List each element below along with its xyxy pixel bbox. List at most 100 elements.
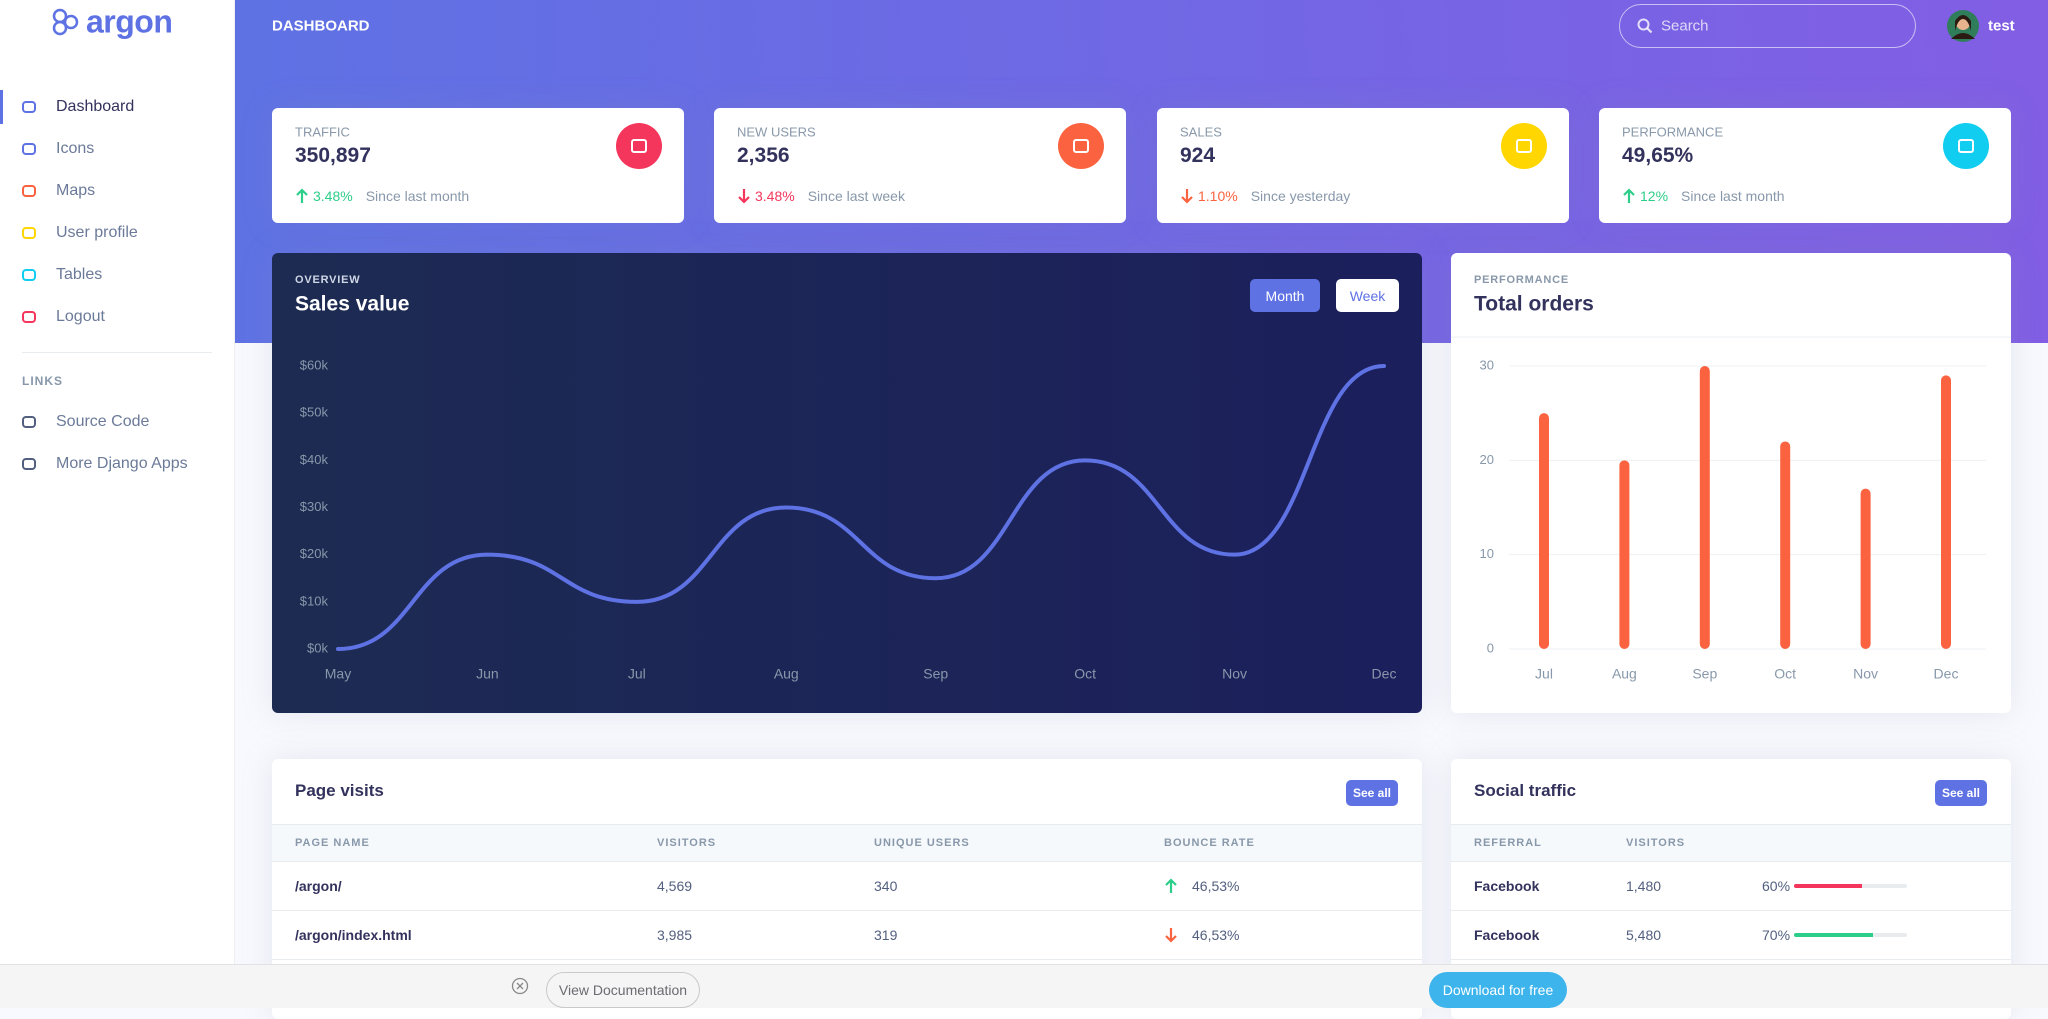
stat-footer: 3.48% Since last month	[295, 188, 469, 204]
nav-item[interactable]: User profile	[0, 213, 234, 253]
nav-icon	[22, 416, 36, 428]
percent-label: 60%	[1762, 878, 1791, 894]
icon-shape	[22, 269, 36, 281]
sales-chart: OVERVIEW Sales value $0k $10k $20k $30k $40k $5…	[295, 274, 1396, 682]
column-header: VISITORS	[1626, 837, 1686, 849]
nav-label: Tables	[56, 266, 103, 283]
download-button[interactable]: Download for free	[1429, 972, 1567, 1008]
stat-since: Since last month	[365, 188, 470, 204]
stat-footer: 1.10% Since yesterday	[1180, 188, 1350, 204]
chart-title: Sales value	[295, 293, 409, 316]
stat-footer: 12% Since last month	[1622, 188, 1785, 204]
y-tick-label: 10	[1480, 546, 1494, 561]
stat-value: 2,356	[737, 144, 790, 167]
see-all-button[interactable]: See all	[1346, 780, 1398, 806]
column-header: REFERRAL	[1474, 837, 1542, 849]
stat-since: Since last month	[1681, 188, 1785, 204]
table-cell: Facebook	[1474, 927, 1540, 943]
toggle-button[interactable]: Month	[1250, 279, 1320, 312]
table-cell: 3,985	[657, 927, 693, 943]
x-tick-label: Aug	[774, 666, 799, 682]
table-cell: /argon/index.html	[295, 927, 412, 943]
progress-track	[1794, 933, 1907, 937]
stat-change: 12%	[1640, 188, 1669, 204]
glyph-shape	[1073, 139, 1089, 153]
search-placeholder: Search	[1661, 17, 1709, 35]
table-cell: 46,53%	[1192, 927, 1240, 943]
orders-card: PERFORMANCE Total orders 0 10 20 30 Jul Aug Sep O…	[1451, 253, 2011, 713]
table-cell: Facebook	[1474, 878, 1540, 894]
link-item[interactable]: Source Code	[0, 402, 234, 442]
trend-arrow	[1623, 188, 1635, 203]
active-indicator	[0, 90, 3, 124]
trend-arrow	[1181, 189, 1193, 204]
y-tick-label: $10k	[300, 593, 329, 608]
y-tick-label: 20	[1480, 452, 1494, 467]
stat-title: PERFORMANCE	[1622, 124, 1724, 140]
nav-label: Icons	[56, 140, 95, 157]
user-name[interactable]: test	[1988, 17, 2015, 35]
nav-item[interactable]: Logout	[0, 297, 234, 337]
links-heading: LINKS	[22, 374, 63, 388]
percent-label: 70%	[1762, 927, 1791, 943]
column-header: PAGE NAME	[295, 837, 370, 849]
arrow-shape	[738, 189, 750, 204]
chart-subtitle: PERFORMANCE	[1474, 274, 1569, 286]
nav-icon	[22, 101, 36, 113]
stat-icon	[1058, 123, 1104, 169]
x-tick-label: Jun	[476, 666, 499, 682]
footer-bar: View Documentation Download for free	[0, 964, 2048, 1008]
brand[interactable]: argon	[86, 3, 173, 40]
nav-item[interactable]: Tables	[0, 255, 234, 295]
trend-arrow	[738, 189, 750, 204]
x-tick-label: May	[325, 666, 351, 682]
glyph-shape	[631, 139, 647, 153]
icon-shape	[22, 458, 36, 470]
chart-subtitle: OVERVIEW	[295, 274, 361, 286]
x-tick-label: Oct	[1074, 666, 1096, 682]
glyph-shape	[1958, 139, 1974, 153]
stat-icon	[1501, 123, 1547, 169]
orders-chart: PERFORMANCE Total orders 0 10 20 30 Jul Aug Sep O…	[1451, 274, 2011, 682]
avatar[interactable]	[1946, 9, 1980, 43]
table-cell: 340	[874, 878, 898, 894]
nav-item[interactable]: Maps	[0, 171, 234, 211]
nav-item[interactable]: Icons	[0, 129, 234, 169]
stat-value: 49,65%	[1622, 144, 1694, 167]
nav-icon	[22, 269, 36, 281]
bar	[1619, 460, 1630, 649]
y-tick-label: $50k	[300, 405, 329, 420]
arrow-shape	[1181, 189, 1193, 204]
nav-icon	[22, 143, 36, 155]
see-all-button[interactable]: See all	[1935, 780, 1987, 806]
divider	[22, 352, 212, 353]
y-tick-label: $20k	[300, 546, 329, 561]
x-tick-label: Jul	[1535, 666, 1553, 682]
stat-card: PERFORMANCE 49,65% 12% Since last month	[1599, 108, 2011, 223]
search-box[interactable]: Search	[1619, 4, 1916, 48]
stat-glyph	[1073, 139, 1089, 153]
x-tick-label: Sep	[923, 666, 948, 682]
bar	[1941, 375, 1951, 649]
glyph-shape	[1516, 139, 1532, 153]
doc-button[interactable]: View Documentation	[546, 972, 700, 1008]
close-icon[interactable]	[511, 977, 529, 995]
stat-value: 924	[1180, 144, 1216, 167]
search-icon	[1637, 18, 1653, 34]
bar	[1780, 441, 1791, 649]
toggle-button[interactable]: Week	[1336, 279, 1399, 312]
column-header: UNIQUE USERS	[874, 837, 970, 849]
nav-item[interactable]: Dashboard	[0, 87, 234, 127]
link-item[interactable]: More Django Apps	[0, 444, 234, 484]
y-tick-label: $0k	[307, 640, 328, 655]
sales-line	[336, 364, 1386, 651]
arrow-shape	[296, 188, 308, 203]
nav-label: Logout	[56, 308, 105, 325]
icon-shape	[22, 311, 36, 323]
stat-change: 3.48%	[313, 188, 353, 204]
y-tick-label: $40k	[300, 452, 329, 467]
nav-icon	[22, 458, 36, 470]
table-cell: 5,480	[1626, 927, 1662, 943]
y-tick-label: 30	[1480, 357, 1494, 372]
